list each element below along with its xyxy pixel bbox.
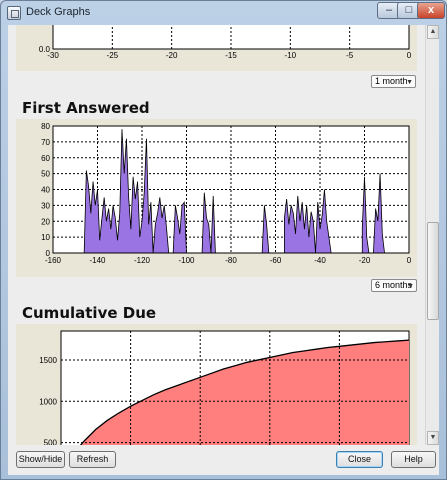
y-tick-label: 10	[41, 233, 50, 242]
close-window-button[interactable]: x	[417, 2, 445, 19]
y-tick-label: 1000	[39, 397, 57, 406]
graphs-view: -30 -25 -20 -15 -10 -5 0 0.0 1 month ▼ First An…	[8, 25, 439, 445]
button-bar: Show/Hide Refresh Close Help	[8, 445, 439, 475]
window-title: Deck Graphs	[26, 6, 91, 18]
first-answered-range-value: 6 months	[375, 280, 413, 290]
y-tick-label: 30	[41, 201, 50, 210]
x-tick-label: -15	[225, 51, 237, 60]
y-tick-label: 50	[41, 170, 50, 179]
x-tick-label: -40	[314, 256, 326, 265]
first-answered-range-select[interactable]: 6 months ▼	[371, 279, 417, 292]
x-tick-label: -30	[47, 51, 59, 60]
first-answered-panel: -160 -140 -120 -100 -80 -60 -40 -20 0 0 10 20 30 40 50…	[16, 119, 417, 277]
top-chart: -30 -25 -20 -15 -10 -5 0 0.0	[39, 25, 412, 60]
scroll-up-button[interactable]: ▲	[427, 25, 439, 39]
cumulative-due-title: Cumulative Due	[22, 304, 157, 322]
x-tick-label: -160	[45, 256, 62, 265]
x-tick-label: -120	[134, 256, 151, 265]
x-tick-label: -80	[225, 256, 237, 265]
x-tick-label: -25	[107, 51, 119, 60]
y-tick-label: 70	[41, 138, 50, 147]
show-hide-button[interactable]: Show/Hide	[16, 451, 65, 468]
x-tick-label: -10	[285, 51, 297, 60]
y-tick-label: 0.0	[39, 45, 51, 54]
cumulative-due-line	[79, 339, 410, 445]
y-tick-label: 40	[41, 186, 50, 195]
y-tick-label: 1500	[39, 356, 57, 365]
x-tick-label: -60	[270, 256, 282, 265]
x-tick-label: 0	[407, 256, 412, 265]
chevron-down-icon: ▼	[407, 283, 414, 290]
scroll-content: -30 -25 -20 -15 -10 -5 0 0.0 1 month ▼ First An…	[8, 25, 423, 445]
close-button[interactable]: Close	[336, 451, 383, 468]
help-button[interactable]: Help	[391, 451, 436, 468]
x-tick-label: -100	[178, 256, 195, 265]
top-chart-panel: -30 -25 -20 -15 -10 -5 0 0.0	[16, 25, 417, 71]
cumulative-due-area	[80, 340, 409, 445]
x-tick-label: -20	[359, 256, 371, 265]
x-tick-label: -5	[346, 51, 354, 60]
x-tick-label: -20	[166, 51, 178, 60]
chevron-down-icon: ▼	[406, 79, 413, 86]
scroll-down-button[interactable]: ▼	[427, 431, 439, 445]
top-range-value: 1 month	[375, 76, 408, 86]
vertical-scrollbar[interactable]: ▲ ▼	[425, 25, 439, 445]
first-answered-title: First Answered	[22, 99, 150, 117]
cumulative-due-panel: 500 1000 1500	[16, 324, 417, 445]
app-icon	[7, 6, 21, 20]
first-answered-chart: -160 -140 -120 -100 -80 -60 -40 -20 0 0 10 20 30 40 50…	[41, 122, 412, 265]
cumulative-due-chart: 500 1000 1500	[39, 330, 410, 445]
title-bar[interactable]: Deck Graphs – □ x	[1, 1, 446, 25]
y-tick-label: 20	[41, 217, 50, 226]
y-tick-label: 60	[41, 154, 50, 163]
refresh-button[interactable]: Refresh	[69, 451, 116, 468]
top-range-select[interactable]: 1 month ▼	[371, 75, 416, 88]
y-tick-label: 0	[46, 249, 51, 258]
y-tick-label: 80	[41, 122, 50, 131]
scroll-thumb[interactable]	[427, 222, 439, 320]
x-tick-label: -140	[89, 256, 106, 265]
x-tick-label: 0	[407, 51, 412, 60]
y-tick-label: 500	[44, 439, 58, 445]
